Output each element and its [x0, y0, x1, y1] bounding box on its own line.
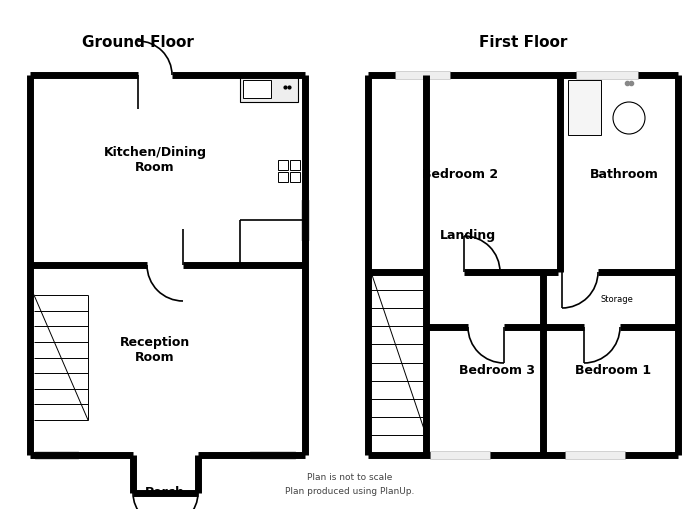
Bar	[568, 80, 601, 135]
Bar	[290, 160, 300, 170]
Text: Kitchen/Dining
Room: Kitchen/Dining Room	[104, 146, 206, 174]
Text: Landing: Landing	[440, 229, 496, 241]
Text: Bedroom 3: Bedroom 3	[459, 363, 535, 377]
Bar	[430, 451, 490, 459]
Bar	[290, 172, 300, 182]
Bar	[576, 71, 638, 79]
Text: Bedroom 2: Bedroom 2	[422, 168, 498, 182]
Bar	[240, 77, 298, 102]
Bar	[395, 71, 450, 79]
Text: Bathroom: Bathroom	[589, 168, 659, 182]
Text: Plan is not to scale: Plan is not to scale	[307, 473, 393, 483]
Text: Storage: Storage	[601, 296, 634, 304]
Bar	[278, 172, 288, 182]
Text: Plan produced using PlanUp.: Plan produced using PlanUp.	[286, 487, 414, 495]
Bar	[243, 80, 271, 98]
Bar	[35, 451, 78, 459]
Text: First Floor: First Floor	[479, 35, 567, 49]
Bar	[250, 451, 295, 459]
Text: Ground Floor: Ground Floor	[82, 35, 194, 49]
Text: Bedroom 1: Bedroom 1	[575, 363, 651, 377]
Text: Reception
Room: Reception Room	[120, 336, 190, 364]
Bar	[565, 451, 625, 459]
Bar	[278, 160, 288, 170]
Text: Porch: Porch	[145, 487, 185, 499]
Bar	[301, 200, 309, 240]
